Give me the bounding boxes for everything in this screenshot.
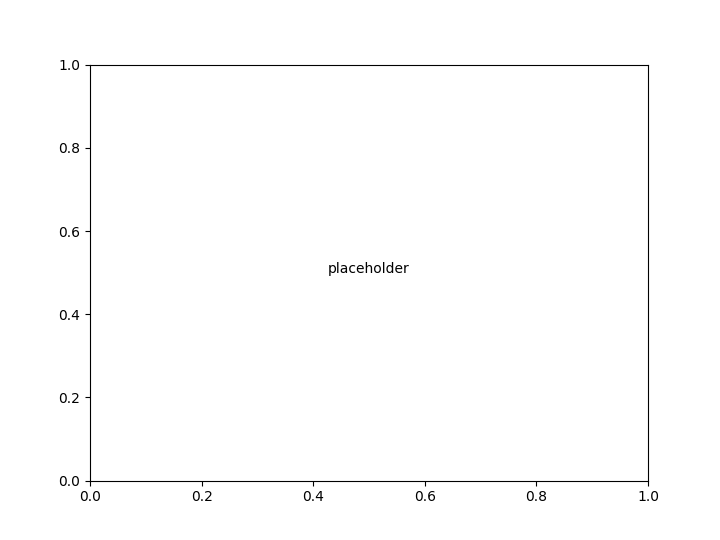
Text: placeholder: placeholder [328,262,410,276]
